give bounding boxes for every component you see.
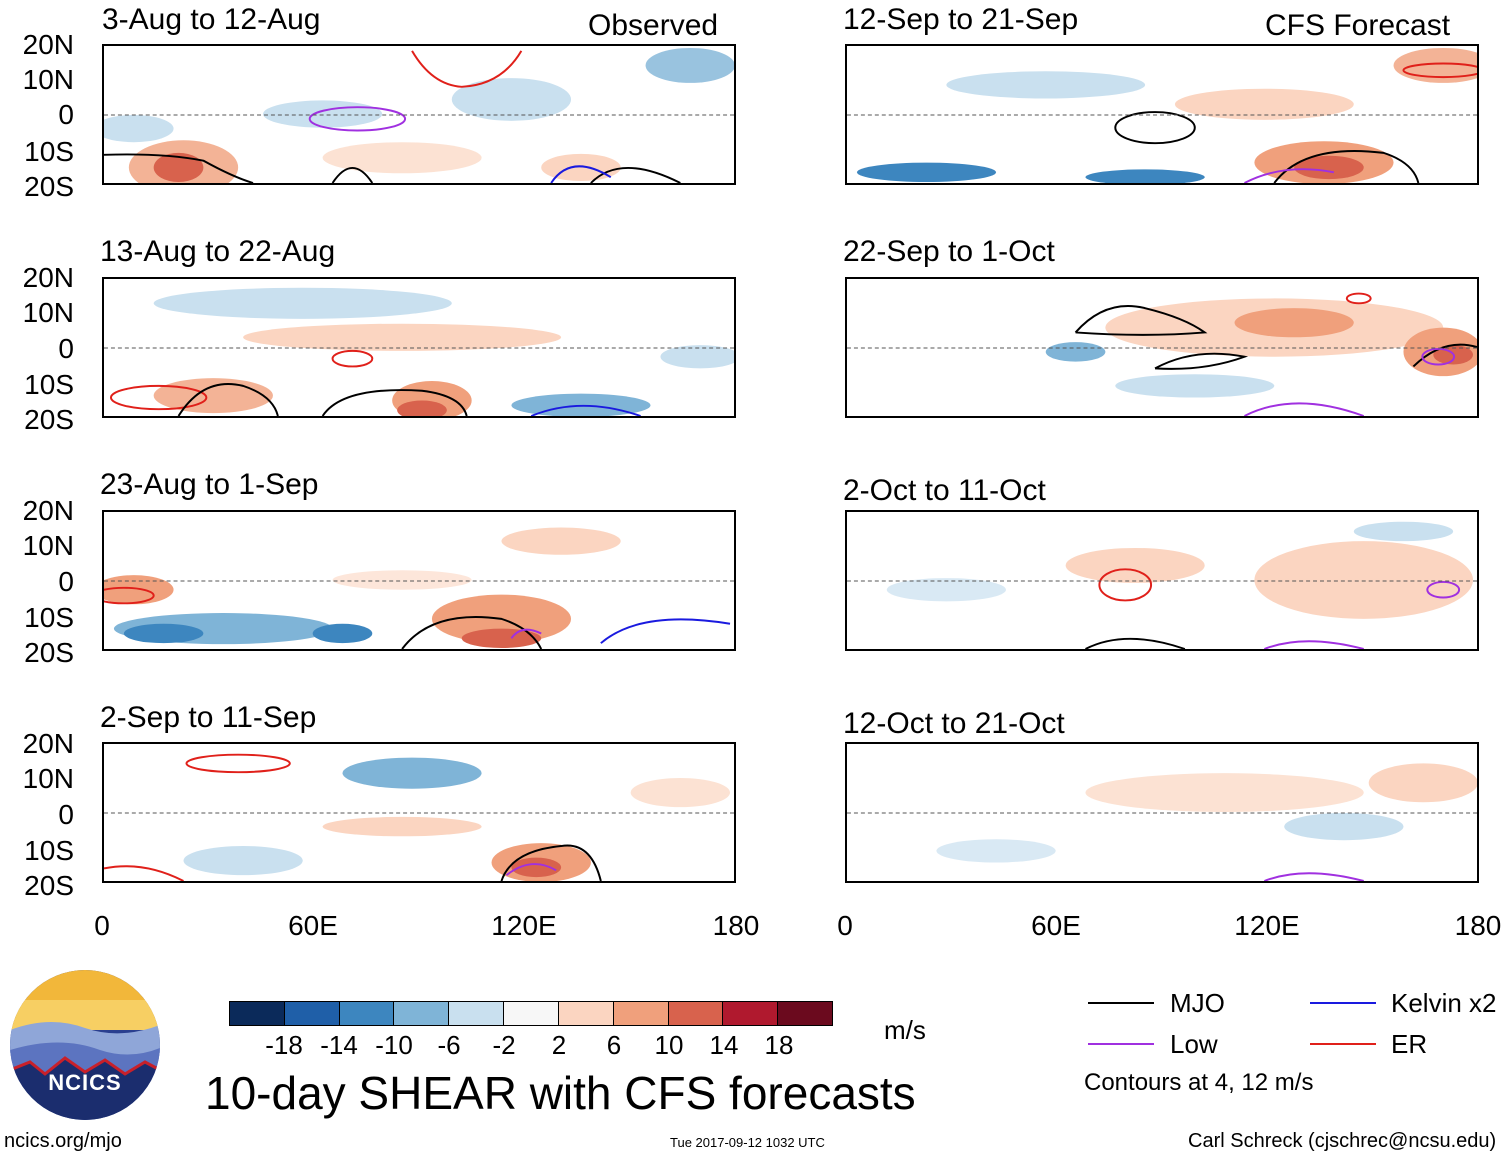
map-panel-observed-3 bbox=[102, 510, 736, 651]
lat-label-10s: 10S bbox=[24, 136, 74, 167]
lat-label-20s: 20S bbox=[24, 171, 74, 202]
colorbar-tick-label: -14 bbox=[320, 1030, 358, 1060]
panel-title-fcst-4: 12-Oct to 21-Oct bbox=[843, 707, 1065, 740]
lat-label-eq: 0 bbox=[58, 566, 74, 597]
legend-label-er: ER bbox=[1391, 1029, 1428, 1059]
lon-label-180-right: 180 bbox=[1454, 910, 1502, 941]
lat-label-10n: 10N bbox=[22, 530, 74, 561]
colorbar bbox=[229, 1001, 833, 1026]
panel-title-obs-3: 23-Aug to 1-Sep bbox=[100, 468, 319, 501]
colorbar-tick-label: -2 bbox=[492, 1030, 516, 1060]
colorbar-tick-label: 18 bbox=[764, 1030, 794, 1060]
colorbar-tick-label: -10 bbox=[375, 1030, 413, 1060]
colorbar-tick-label: 2 bbox=[551, 1030, 567, 1060]
legend-line-kelvin bbox=[1310, 1002, 1376, 1004]
colorbar-tick-label: -6 bbox=[437, 1030, 461, 1060]
cfs-forecast-label: CFS Forecast bbox=[1265, 9, 1451, 42]
observed-label: Observed bbox=[588, 9, 719, 42]
lat-label-eq: 0 bbox=[58, 799, 74, 830]
panel-title-obs-4: 2-Sep to 11-Sep bbox=[100, 701, 317, 734]
colorbar-tick-label: 14 bbox=[709, 1030, 739, 1060]
lon-label-0-right: 0 bbox=[837, 910, 853, 941]
colorbar-unit: m/s bbox=[884, 1015, 926, 1045]
panel-title-fcst-2: 22-Sep to 1-Oct bbox=[843, 235, 1055, 268]
lat-label-10s: 10S bbox=[24, 835, 74, 866]
lat-label-10n: 10N bbox=[22, 297, 74, 328]
colorbar-swatch bbox=[339, 1002, 395, 1025]
legend-line-low bbox=[1088, 1043, 1154, 1045]
lon-label-0-left: 0 bbox=[94, 910, 110, 941]
footer-url: ncics.org/mjo bbox=[4, 1130, 122, 1152]
colorbar-tick-label: 10 bbox=[654, 1030, 684, 1060]
lat-label-10s: 10S bbox=[24, 369, 74, 400]
lat-label-10n: 10N bbox=[22, 64, 74, 95]
map-panel-forecast-2 bbox=[845, 277, 1479, 418]
map-panel-observed-2 bbox=[102, 277, 736, 418]
contour-note: Contours at 4, 12 m/s bbox=[1084, 1069, 1314, 1096]
colorbar-swatch bbox=[230, 1002, 285, 1025]
lat-label-10n: 10N bbox=[22, 763, 74, 794]
lat-label-20s: 20S bbox=[24, 870, 74, 901]
panel-title-fcst-3: 2-Oct to 11-Oct bbox=[843, 474, 1046, 507]
lat-label-20n: 20N bbox=[22, 29, 74, 60]
colorbar-swatch bbox=[504, 1002, 559, 1025]
panel-title-obs-1: 3-Aug to 12-Aug bbox=[102, 3, 321, 36]
ncics-logo-text: NCICS bbox=[48, 1070, 122, 1095]
footer-author: Carl Schreck (cjschrec@ncsu.edu) bbox=[1188, 1130, 1497, 1152]
panel-title-fcst-1: 12-Sep to 21-Sep bbox=[843, 3, 1079, 36]
colorbar-tick-label: 6 bbox=[606, 1030, 622, 1060]
colorbar-swatch bbox=[449, 1002, 505, 1025]
lon-label-120e-right: 120E bbox=[1234, 910, 1300, 941]
legend-label-kelvin: Kelvin x2 bbox=[1391, 988, 1497, 1018]
colorbar-swatch bbox=[394, 1002, 450, 1025]
lon-label-60e-left: 60E bbox=[288, 910, 338, 941]
lat-label-20n: 20N bbox=[22, 495, 74, 526]
colorbar-swatch bbox=[778, 1002, 832, 1025]
ncics-logo: NCICS bbox=[10, 970, 160, 1120]
lat-label-20s: 20S bbox=[24, 404, 74, 435]
legend-line-er bbox=[1310, 1043, 1376, 1045]
main-title: 10-day SHEAR with CFS forecasts bbox=[205, 1067, 916, 1119]
lon-label-60e-right: 60E bbox=[1031, 910, 1081, 941]
lat-label-20s: 20S bbox=[24, 637, 74, 668]
lon-label-180-left: 180 bbox=[712, 910, 760, 941]
footer-timestamp: Tue 2017-09-12 1032 UTC bbox=[670, 1135, 825, 1150]
legend-label-low: Low bbox=[1170, 1029, 1218, 1059]
lat-label-20n: 20N bbox=[22, 728, 74, 759]
colorbar-tick-label: -18 bbox=[265, 1030, 303, 1060]
lon-label-120e-left: 120E bbox=[491, 910, 557, 941]
lat-label-eq: 0 bbox=[58, 333, 74, 364]
legend-line-mjo bbox=[1088, 1002, 1154, 1004]
lat-label-eq: 0 bbox=[58, 99, 74, 130]
legend-label-mjo: MJO bbox=[1170, 988, 1225, 1018]
lat-label-10s: 10S bbox=[24, 602, 74, 633]
map-panel-observed-1 bbox=[102, 44, 736, 185]
panel-title-obs-2: 13-Aug to 22-Aug bbox=[100, 235, 336, 268]
colorbar-swatch bbox=[558, 1002, 614, 1025]
colorbar-swatch bbox=[723, 1002, 779, 1025]
map-panel-forecast-3 bbox=[845, 510, 1479, 651]
map-panel-observed-4 bbox=[102, 742, 736, 883]
colorbar-swatch bbox=[668, 1002, 724, 1025]
colorbar-swatch bbox=[613, 1002, 669, 1025]
lat-label-20n: 20N bbox=[22, 262, 74, 293]
colorbar-swatch bbox=[284, 1002, 340, 1025]
map-panel-forecast-1 bbox=[845, 44, 1479, 185]
map-panel-forecast-4 bbox=[845, 742, 1479, 883]
